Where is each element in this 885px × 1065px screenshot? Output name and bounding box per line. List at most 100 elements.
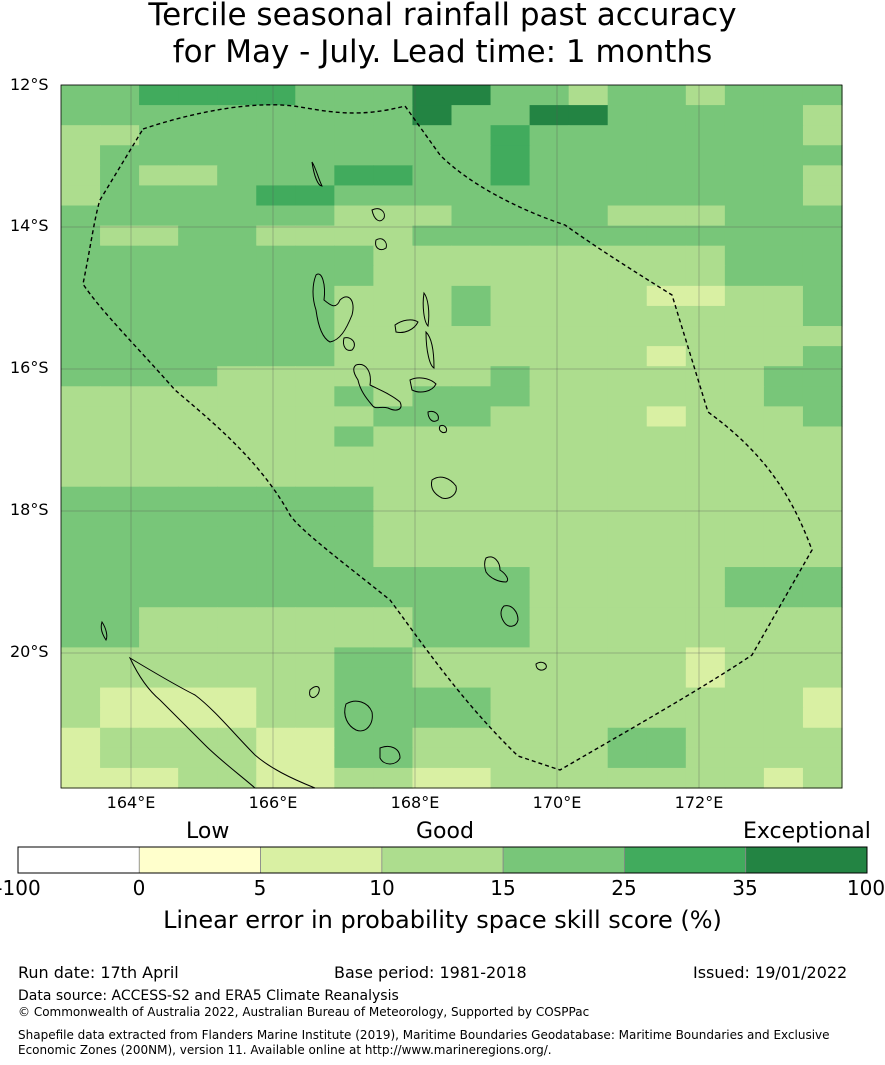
skill-cell (334, 386, 374, 407)
run-date: Run date: 17th April (18, 963, 179, 982)
skill-cell (802, 205, 843, 227)
colorbar-tick-label: 35 (732, 876, 758, 900)
skill-cell (295, 627, 335, 648)
skill-cell (568, 205, 609, 227)
skill-cell (763, 546, 804, 568)
skill-cell (256, 587, 296, 608)
skill-cell (802, 125, 843, 146)
skill-cell (334, 647, 374, 669)
skill-cell (334, 546, 374, 568)
skill-cell (607, 366, 648, 387)
skill-cell (646, 346, 687, 367)
skill-cell (217, 767, 257, 789)
skill-cell (490, 265, 531, 287)
skill-cell (451, 305, 492, 327)
skill-cell (490, 767, 531, 789)
skill-cell (685, 265, 726, 287)
skill-cell (451, 607, 492, 628)
skill-cell (529, 406, 570, 428)
skill-cell (568, 326, 609, 347)
torres-coast (311, 161, 323, 187)
skill-cell (529, 305, 570, 327)
skill-cell (334, 667, 374, 689)
skill-cell (61, 105, 101, 126)
skill-cell (763, 747, 804, 769)
skill-cell (529, 486, 570, 508)
skill-cell (61, 647, 101, 669)
skill-cell (412, 185, 453, 207)
skill-cell (451, 145, 492, 166)
skill-cell (802, 265, 843, 287)
skill-cell (256, 687, 296, 709)
skill-cell (178, 506, 218, 528)
skill-cell (61, 466, 101, 488)
skill-cell (490, 687, 531, 709)
skill-cell (139, 607, 179, 628)
skill-cell (217, 85, 257, 106)
skill-cell (295, 145, 335, 166)
skill-cell (334, 265, 374, 287)
skill-cell (607, 466, 648, 488)
skill-cell (607, 225, 648, 247)
skill-cell (568, 265, 609, 287)
skill-cell (256, 567, 296, 588)
skill-cell (724, 245, 765, 267)
skill-cell (607, 607, 648, 628)
skill-cell (100, 747, 140, 769)
skill-cell (685, 767, 726, 789)
skill-cell (412, 386, 453, 407)
skill-cell (685, 406, 726, 428)
skill-cell (724, 647, 765, 669)
skill-cell (763, 486, 804, 508)
skill-cell (607, 667, 648, 689)
skill-cell (802, 546, 843, 568)
skill-cell (295, 587, 335, 608)
skill-cell (256, 486, 296, 508)
skill-cell (412, 546, 453, 568)
skill-cell (139, 647, 179, 669)
skill-cell (451, 687, 492, 709)
skill-cell (802, 627, 843, 648)
skill-cell (178, 667, 218, 689)
skill-cell (295, 687, 335, 709)
skill-cell (802, 687, 843, 709)
skill-cell (763, 366, 804, 387)
skill-cell (568, 245, 609, 267)
skill-cell (724, 506, 765, 528)
skill-cell (373, 205, 414, 227)
skill-cell (685, 305, 726, 327)
skill-cell (490, 406, 531, 428)
skill-cell (412, 446, 453, 468)
skill-cell (334, 486, 374, 508)
skill-cell (178, 526, 218, 548)
skill-cell (100, 506, 140, 528)
skill-cell (178, 767, 218, 789)
skill-cell (100, 707, 140, 729)
data-source: Data source: ACCESS-S2 and ERA5 Climate … (18, 988, 399, 1004)
skill-cell (529, 667, 570, 689)
skill-cell (568, 747, 609, 769)
skill-cell (802, 185, 843, 207)
skill-cell (490, 486, 531, 508)
skill-cell (373, 747, 414, 769)
skill-cell (802, 607, 843, 628)
skill-cell (334, 125, 374, 146)
skill-cell (334, 526, 374, 548)
skill-cell (61, 145, 101, 166)
colorbar-segment (17, 846, 140, 874)
skill-cell (139, 225, 179, 247)
skill-cell (412, 506, 453, 528)
skill-cell (802, 406, 843, 428)
skill-cell (529, 285, 570, 307)
skill-cell (451, 727, 492, 749)
skill-cell (295, 366, 335, 387)
skill-cell (100, 406, 140, 428)
skill-cell (568, 386, 609, 407)
skill-cell (178, 486, 218, 508)
skill-cell (529, 466, 570, 488)
skill-cell (490, 165, 531, 187)
skill-cell (295, 486, 335, 508)
skill-cell (451, 667, 492, 689)
skill-cell (529, 747, 570, 769)
